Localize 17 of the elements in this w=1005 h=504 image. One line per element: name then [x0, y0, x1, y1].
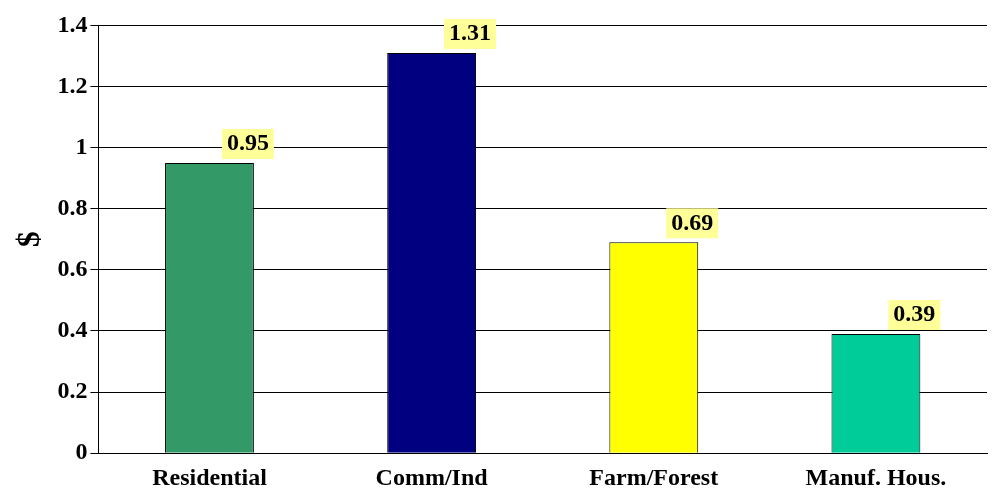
y-tick-label: 1.2: [57, 71, 88, 98]
y-tick-label: 0.2: [57, 377, 88, 404]
x-tick-label: Comm/Ind: [375, 463, 489, 490]
y-tick-label: 0: [75, 438, 88, 465]
data-label: 0.69: [671, 208, 714, 235]
x-tick-label: Residential: [152, 463, 268, 490]
y-tick-label: 1.4: [57, 10, 88, 37]
data-label: 1.31: [449, 19, 492, 46]
x-tick-label: Manuf. Hous.: [805, 463, 947, 490]
y-tick-label: 1: [75, 132, 88, 159]
y-tick-label: 0.4: [57, 316, 88, 343]
data-label: 0.39: [893, 300, 936, 327]
data-label: 0.95: [226, 129, 269, 156]
y-tick-label: 0.6: [57, 255, 88, 282]
y-axis-title: $: [10, 231, 47, 248]
y-tick-label: 0.8: [57, 193, 88, 220]
x-tick-label: Farm/Forest: [589, 463, 719, 490]
